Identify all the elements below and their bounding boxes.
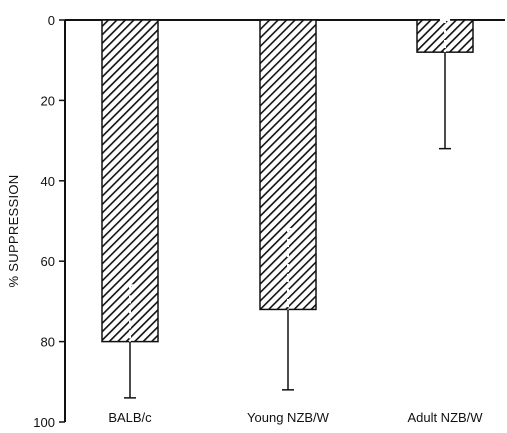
labels: 0 20 40 60 80 100 BALB/c Young NZB/W Adult NZB/W xyxy=(33,13,483,430)
category-label-1: BALB/c xyxy=(108,410,152,425)
y-tick-label-40: 40 xyxy=(41,174,55,189)
bar-1 xyxy=(101,19,159,343)
y-tick-label-80: 80 xyxy=(41,335,55,350)
y-tick-label-20: 20 xyxy=(41,93,55,108)
y-tick-label-100: 100 xyxy=(33,415,55,430)
y-axis-label: % SUPPRESSION xyxy=(6,175,21,288)
y-tick-label-60: 60 xyxy=(41,254,55,269)
category-label-3: Adult NZB/W xyxy=(407,410,483,425)
y-tick-label-0: 0 xyxy=(48,13,55,28)
category-label-2: Young NZB/W xyxy=(247,410,330,425)
bars xyxy=(101,19,474,399)
